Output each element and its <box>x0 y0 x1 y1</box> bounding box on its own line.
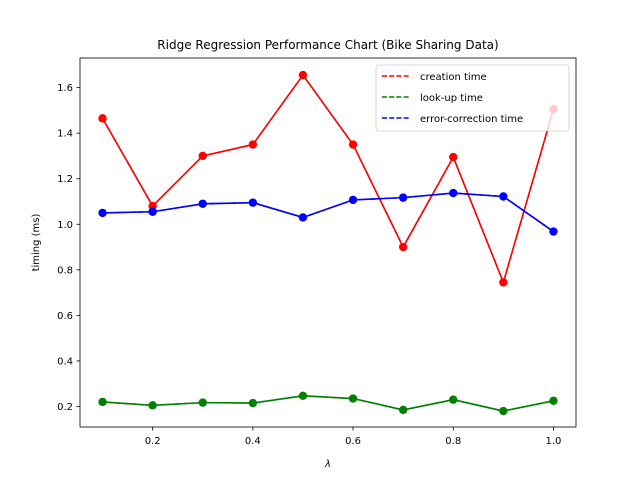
data-point <box>98 397 107 407</box>
plot-frame <box>79 57 577 428</box>
data-point <box>198 151 207 161</box>
data-point <box>549 227 558 236</box>
y-axis: 0.2 0.4 0.6 0.8 1.0 1.2 1.4 1.6 <box>57 83 80 413</box>
data-point <box>248 398 258 408</box>
y-tick-label: 1.2 <box>57 174 73 185</box>
y-tick-label: 1.6 <box>57 83 73 94</box>
legend-entry-label: creation time <box>420 72 487 83</box>
x-tick-label: 0.6 <box>345 436 361 447</box>
y-tick-label: 0.6 <box>57 311 73 322</box>
data-point <box>198 199 207 208</box>
x-tick-label: 0.8 <box>445 436 461 447</box>
data-point <box>298 213 308 222</box>
data-point <box>398 242 408 252</box>
data-point <box>348 195 358 205</box>
x-tick-label: 1.0 <box>546 436 562 447</box>
data-point <box>549 396 558 406</box>
series-dashed-line-1 <box>102 395 554 412</box>
legend-entry-label: error-correction time <box>420 114 523 125</box>
legend-entry-label: look-up time <box>420 93 483 104</box>
data-point <box>348 394 358 403</box>
data-point <box>398 193 408 202</box>
data-point <box>248 198 258 207</box>
chart-title: Ridge Regression Performance Chart (Bike… <box>157 38 498 52</box>
data-point <box>298 391 308 400</box>
y-tick-label: 1.4 <box>57 129 73 140</box>
y-tick-label: 1.0 <box>57 220 73 231</box>
y-tick-label: 0.8 <box>57 265 73 276</box>
data-point <box>298 70 308 80</box>
data-point <box>248 140 258 149</box>
data-point <box>148 207 157 216</box>
data-point <box>98 114 107 123</box>
data-point <box>198 398 207 407</box>
y-tick-label: 0.2 <box>57 402 73 413</box>
y-axis-label: timing (ms) <box>31 213 42 271</box>
x-tick-label: 0.4 <box>245 436 261 447</box>
x-tick-label: 0.2 <box>145 436 161 447</box>
plot-area <box>98 70 558 416</box>
series-dashed-line-2 <box>102 192 554 233</box>
legend: creation time look-up time error-correctio… <box>375 64 570 132</box>
y-tick-label: 0.4 <box>57 356 73 367</box>
data-point <box>348 140 358 149</box>
data-point <box>499 406 508 416</box>
legend-box <box>375 64 570 132</box>
data-point <box>148 401 157 410</box>
data-point <box>449 395 458 404</box>
data-point <box>449 188 458 198</box>
x-axis-label: λ <box>324 459 331 470</box>
data-point <box>398 405 408 415</box>
data-point <box>499 192 508 201</box>
data-point <box>98 208 107 218</box>
data-point <box>499 278 508 287</box>
data-point <box>449 152 458 162</box>
x-axis: 0.2 0.4 0.6 0.8 1.0 <box>145 427 562 447</box>
series-dashed-line-0 <box>101 73 555 285</box>
